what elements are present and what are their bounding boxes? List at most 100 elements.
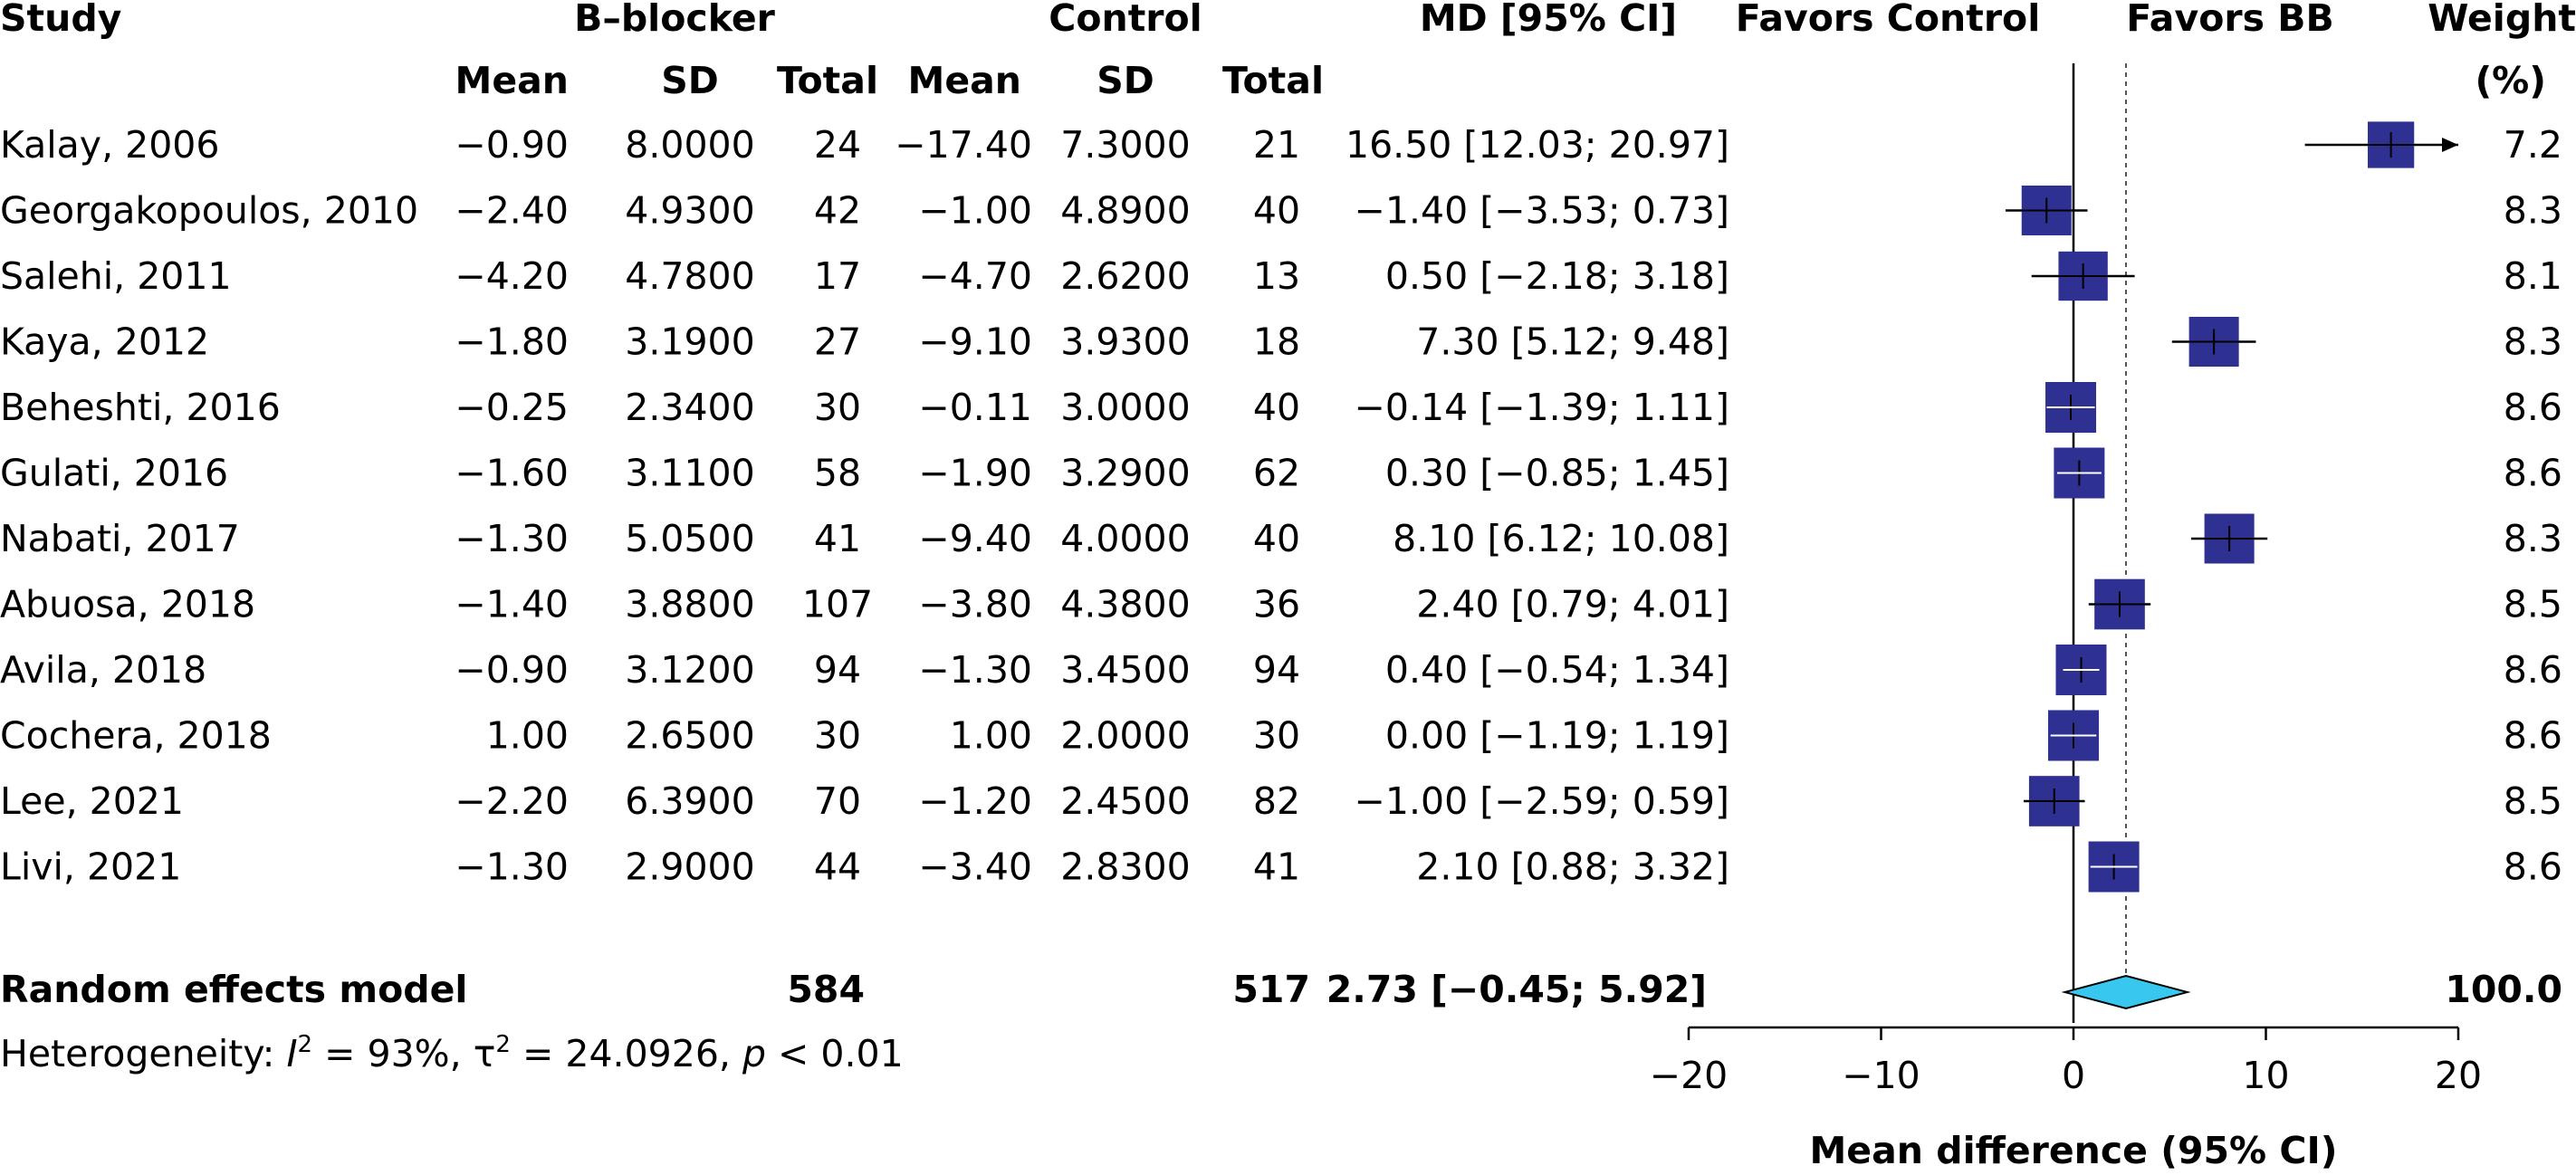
bb-sd-cell: 8.0000 <box>625 123 754 167</box>
header-bb-mean: Mean <box>455 59 569 102</box>
table-row: Kalay, 2006 −0.90 8.0000 24 −17.40 7.3000 21 16… <box>0 123 2562 167</box>
bb-sd-cell: 6.3900 <box>625 779 754 823</box>
weight-cell: 8.6 <box>2504 452 2562 495</box>
bb-sd-cell: 3.1100 <box>625 452 754 495</box>
weight-cell: 8.5 <box>2504 583 2562 626</box>
tau-superscript: 2 <box>495 1031 511 1058</box>
ctl-sd-cell: 3.4500 <box>1060 648 1190 692</box>
header-bb-group: B–blocker <box>574 0 776 40</box>
pooled-weight: 100.0 <box>2445 968 2562 1011</box>
study-label: Kalay, 2006 <box>0 123 219 167</box>
x-tick-label: −10 <box>1842 1054 1920 1097</box>
ctl-total-cell: 41 <box>1253 845 1300 889</box>
bb-mean-cell: −2.20 <box>455 779 569 823</box>
study-label: Beheshti, 2016 <box>0 386 281 429</box>
bb-sd-cell: 3.1900 <box>625 320 754 364</box>
table-row: Livi, 2021 −1.30 2.9000 44 −3.40 2.8300 41 2.10… <box>0 845 2562 889</box>
bb-total-cell: 70 <box>814 779 861 823</box>
ctl-total-cell: 13 <box>1253 254 1300 298</box>
study-label: Cochera, 2018 <box>0 714 272 758</box>
ctl-mean-cell: −1.30 <box>918 648 1032 692</box>
heterogeneity-text: Heterogeneity: I2 = 93%, τ2 = 24.0926, p… <box>0 1031 904 1075</box>
table-row: Beheshti, 2016 −0.25 2.3400 30 −0.11 3.0000 40… <box>0 386 2562 429</box>
bb-total-cell: 27 <box>814 320 861 364</box>
x-axis: −20 −10 0 10 20 <box>1650 1026 2482 1097</box>
bb-sd-cell: 2.3400 <box>625 386 754 429</box>
bb-mean-cell: −1.80 <box>455 320 569 364</box>
bb-total-cell: 44 <box>814 845 861 889</box>
ctl-total-cell: 40 <box>1253 517 1300 560</box>
ctl-mean-cell: −1.20 <box>918 779 1032 823</box>
bb-sd-cell: 4.7800 <box>625 254 754 298</box>
table-row: Avila, 2018 −0.90 3.1200 94 −1.30 3.4500 94 0.4… <box>0 648 2562 692</box>
bb-mean-cell: −0.25 <box>455 386 569 429</box>
ctl-total-cell: 40 <box>1253 386 1300 429</box>
header-weight-unit: (%) <box>2475 59 2546 102</box>
table-row: Nabati, 2017 −1.30 5.0500 41 −9.40 4.0000 40 8.… <box>0 517 2562 560</box>
md-ci-cell: −1.00 [−2.59; 0.59] <box>1355 779 1729 823</box>
md-ci-cell: 7.30 [5.12; 9.48] <box>1416 320 1729 364</box>
bb-sd-cell: 3.1200 <box>625 648 754 692</box>
ctl-total-cell: 36 <box>1253 583 1300 626</box>
bb-mean-cell: −0.90 <box>455 123 569 167</box>
md-ci-cell: 2.10 [0.88; 3.32] <box>1416 845 1729 889</box>
ctl-sd-cell: 2.8300 <box>1060 845 1190 889</box>
bb-sd-cell: 4.9300 <box>625 189 754 233</box>
ctl-sd-cell: 4.3800 <box>1060 583 1190 626</box>
study-label: Nabati, 2017 <box>0 517 240 560</box>
x-axis-label: Mean difference (95% CI) <box>1810 1129 2338 1172</box>
p-value: < 0.01 <box>766 1032 904 1075</box>
tau-value: = 24.0926, <box>511 1032 742 1075</box>
ctl-mean-cell: −0.11 <box>918 386 1032 429</box>
md-ci-cell: 0.40 [−0.54; 1.34] <box>1385 648 1729 692</box>
header-md-ci: MD [95% CI] <box>1420 0 1677 40</box>
ctl-mean-cell: −1.00 <box>918 189 1032 233</box>
study-label: Lee, 2021 <box>0 779 184 823</box>
bb-total-cell: 42 <box>814 189 861 233</box>
bb-total-cell: 58 <box>814 452 861 495</box>
study-label: Kaya, 2012 <box>0 320 209 364</box>
table-row: Gulati, 2016 −1.60 3.1100 58 −1.90 3.2900 62 0.… <box>0 452 2562 495</box>
md-ci-cell: 0.30 [−0.85; 1.45] <box>1385 452 1729 495</box>
ctl-mean-cell: −9.10 <box>918 320 1032 364</box>
ctl-total-cell: 30 <box>1253 714 1300 758</box>
ctl-mean-cell: −3.80 <box>918 583 1032 626</box>
table-row: Abuosa, 2018 −1.40 3.8800 107 −3.80 4.3800 36 2… <box>0 583 2562 626</box>
heterogeneity-prefix: Heterogeneity: <box>0 1032 286 1075</box>
header-ctl-sd: SD <box>1096 59 1154 102</box>
pooled-diamond <box>2061 974 2191 1010</box>
ctl-mean-cell: 1.00 <box>950 714 1032 758</box>
bb-mean-cell: −1.30 <box>455 517 569 560</box>
study-rows: Kalay, 2006 −0.90 8.0000 24 −17.40 7.3000 21 16… <box>0 123 2562 889</box>
weight-cell: 8.6 <box>2504 714 2562 758</box>
md-ci-cell: −0.14 [−1.39; 1.11] <box>1355 386 1729 429</box>
x-tick-label: 20 <box>2435 1054 2482 1097</box>
bb-mean-cell: −1.30 <box>455 845 569 889</box>
tau-symbol: τ <box>474 1032 496 1075</box>
bb-total-cell: 41 <box>814 517 861 560</box>
table-row: Georgakopoulos, 2010 −2.40 4.9300 42 −1.00 4.… <box>0 189 2562 233</box>
study-label: Avila, 2018 <box>0 648 206 692</box>
ctl-sd-cell: 2.6200 <box>1060 254 1190 298</box>
weight-cell: 7.2 <box>2504 123 2562 167</box>
weight-cell: 8.6 <box>2504 648 2562 692</box>
study-label: Livi, 2021 <box>0 845 181 889</box>
x-tick-label: −20 <box>1650 1054 1729 1097</box>
x-tick-label: 10 <box>2242 1054 2289 1097</box>
md-ci-cell: 16.50 [12.03; 20.97] <box>1345 123 1729 167</box>
pooled-bb-total: 584 <box>787 968 865 1011</box>
weight-cell: 8.3 <box>2504 189 2562 233</box>
bb-sd-cell: 5.0500 <box>625 517 754 560</box>
header-weight: Weight <box>2428 0 2576 40</box>
i2-symbol: I <box>286 1032 297 1075</box>
header-bb-sd: SD <box>661 59 719 102</box>
pooled-md-ci: 2.73 [−0.45; 5.92] <box>1326 968 1707 1011</box>
bb-mean-cell: −1.40 <box>455 583 569 626</box>
ctl-mean-cell: −9.40 <box>918 517 1032 560</box>
header-control-group: Control <box>1049 0 1202 40</box>
i2-value: = 93%, <box>312 1032 474 1075</box>
ctl-total-cell: 82 <box>1253 779 1300 823</box>
ctl-sd-cell: 7.3000 <box>1060 123 1190 167</box>
bb-total-cell: 17 <box>814 254 861 298</box>
